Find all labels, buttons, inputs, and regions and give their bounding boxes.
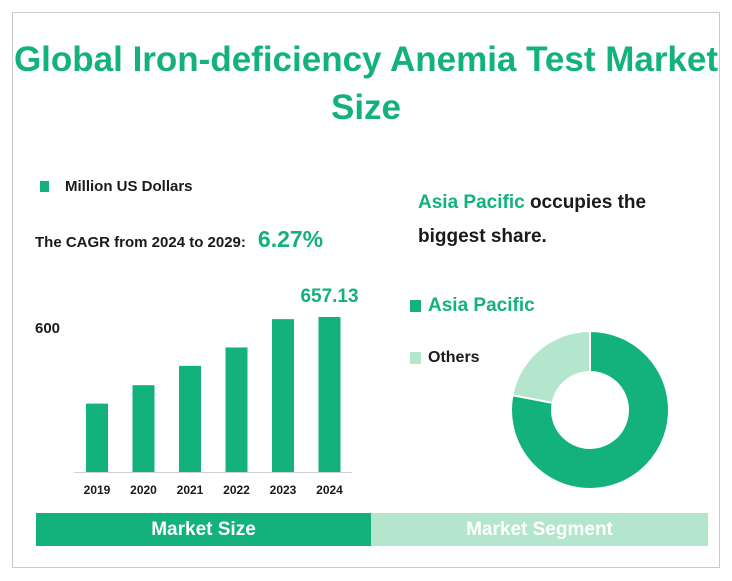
bar-2022 — [225, 347, 248, 472]
pie-legend-asia-pacific: Asia Pacific — [410, 295, 535, 317]
bar-legend: Million US Dollars — [40, 177, 193, 195]
bar-legend-label: Million US Dollars — [65, 177, 193, 195]
donut-slice-asia-pacific — [510, 329, 670, 490]
bar-2021 — [179, 365, 201, 472]
bar-2023 — [272, 319, 294, 472]
donut-slice-others — [511, 329, 591, 405]
tab-market-segment[interactable]: Market Segment — [371, 513, 708, 546]
cagr-row: The CAGR from 2024 to 2029: 6.27% — [35, 226, 323, 253]
x-tick-label-2019: 2019 — [84, 483, 111, 497]
insight-highlight: Asia Pacific — [418, 192, 525, 213]
bar-2020 — [132, 385, 155, 472]
x-tick-label-2023: 2023 — [270, 483, 297, 497]
cagr-label: The CAGR from 2024 to 2029: — [35, 234, 246, 251]
bar-2019 — [86, 403, 108, 472]
cagr-value: 6.27% — [257, 226, 324, 252]
y-tick-label-600: 600 — [35, 320, 60, 337]
x-tick-label-2022: 2022 — [223, 483, 250, 497]
pie-legend-label-others: Others — [428, 349, 480, 366]
pie-legend-others: Others — [410, 349, 480, 367]
bar-2024 — [318, 317, 341, 472]
x-tick-label-2024: 2024 — [316, 483, 343, 497]
insight-rest: occupies the biggest share. — [418, 192, 647, 247]
x-tick-label-2020: 2020 — [130, 483, 157, 497]
bar-legend-swatch — [40, 180, 49, 192]
data-label-2024: 657.13 — [300, 286, 358, 307]
insight-text: Asia Pacific occupies the biggest share. — [418, 186, 718, 254]
page-title: Global Iron-deficiency Anemia Test Marke… — [13, 40, 719, 127]
pie-legend-swatch-asia-pacific — [410, 300, 421, 312]
pie-legend-label-asia-pacific: Asia Pacific — [428, 295, 535, 316]
pie-legend-swatch-others — [410, 352, 421, 364]
x-tick-label-2021: 2021 — [177, 483, 204, 497]
tab-market-size[interactable]: Market Size — [36, 513, 371, 546]
